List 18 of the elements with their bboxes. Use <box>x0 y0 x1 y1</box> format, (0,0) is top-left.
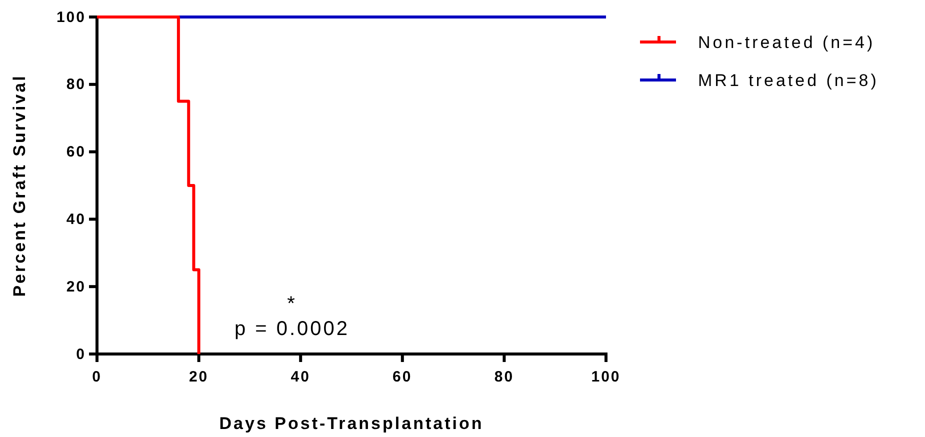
x-tick-label: 20 <box>188 368 209 386</box>
x-tick-label: 100 <box>591 368 621 386</box>
y-tick-label: 80 <box>66 76 86 94</box>
x-tick-label: 40 <box>290 368 310 386</box>
y-tick-label: 60 <box>66 144 86 161</box>
annotation: * <box>287 293 297 315</box>
y-tick-label: 40 <box>66 211 86 228</box>
x-tick-label: 60 <box>392 368 412 386</box>
legend-label: Non-treated (n=4) <box>698 33 876 52</box>
x-tick-label: 0 <box>92 368 102 386</box>
annotation: p = 0.0002 <box>234 318 350 340</box>
x-axis-title: Days Post-Transplantation <box>219 414 484 433</box>
y-tick-label: 0 <box>76 346 86 363</box>
legend-label: MR1 treated (n=8) <box>698 71 879 90</box>
x-tick-label: 80 <box>494 368 514 386</box>
y-tick-label: 20 <box>66 278 86 296</box>
y-tick-label: 100 <box>56 8 86 26</box>
y-axis-title: Percent Graft Survival <box>10 74 29 297</box>
